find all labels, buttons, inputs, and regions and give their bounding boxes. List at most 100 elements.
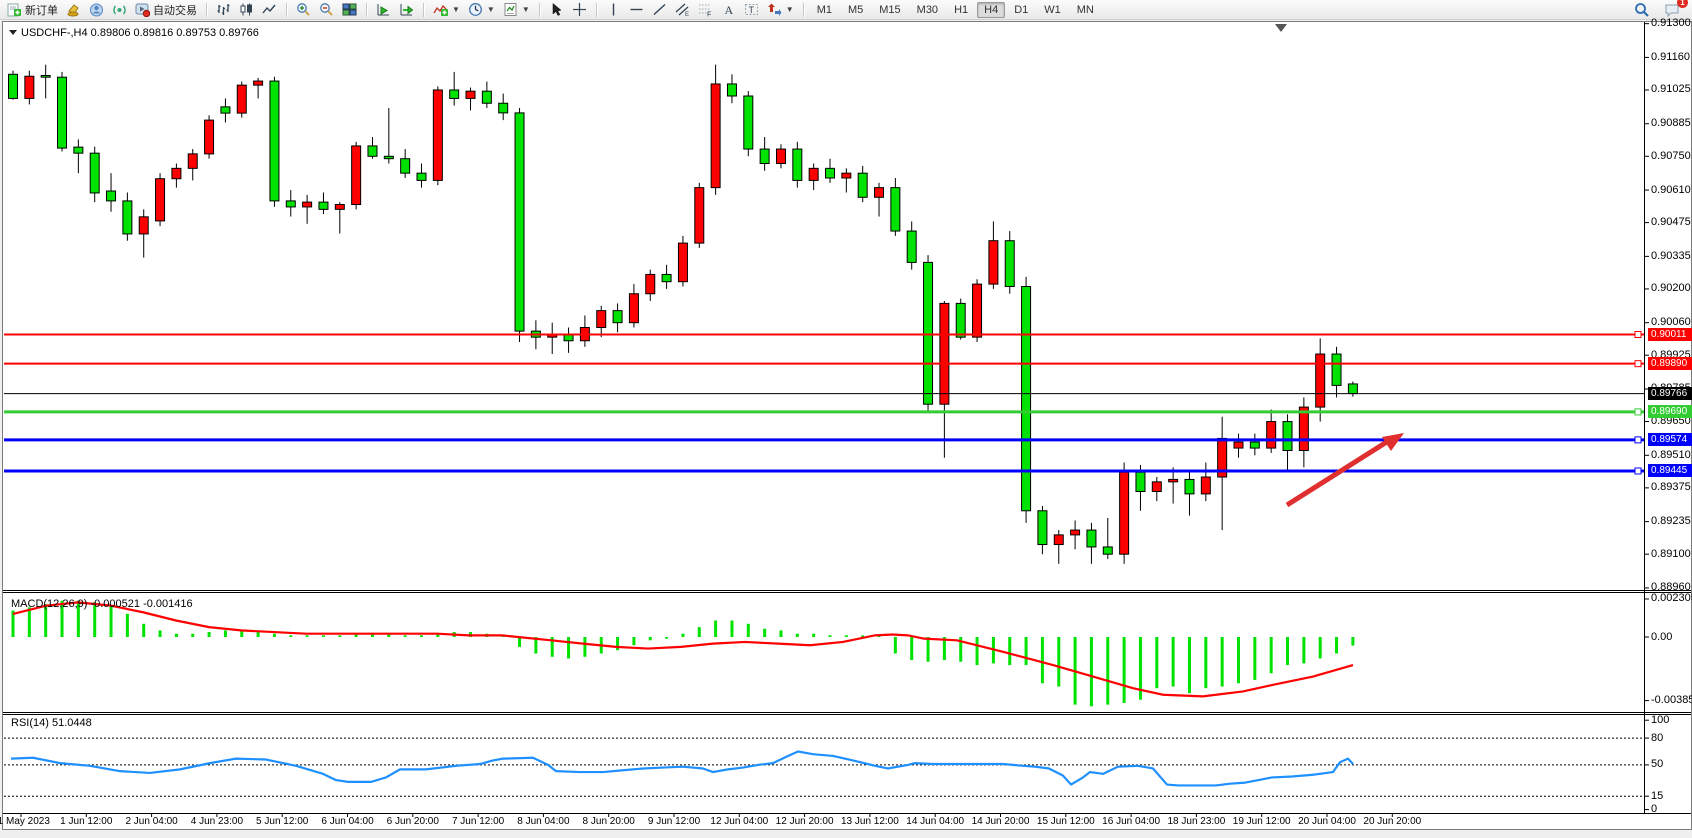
timeframe-m1-button[interactable]: M1 bbox=[816, 3, 832, 16]
macd-histogram-bar bbox=[893, 637, 897, 654]
time-axis-label: 5 Jun 12:00 bbox=[256, 816, 309, 827]
toolbar-group bbox=[209, 0, 284, 19]
indicators-button[interactable]: ▼ bbox=[429, 0, 464, 19]
macd-histogram-bar bbox=[387, 633, 391, 637]
text-button[interactable]: A bbox=[717, 0, 740, 19]
line-end-handle[interactable] bbox=[1634, 408, 1642, 416]
candle bbox=[1233, 433, 1244, 458]
macd-histogram-bar bbox=[714, 620, 718, 637]
candle bbox=[383, 108, 394, 164]
candle bbox=[285, 190, 296, 217]
channel-button[interactable]: E bbox=[671, 0, 694, 19]
line-end-handle[interactable] bbox=[1634, 436, 1642, 444]
line-chart-button[interactable] bbox=[258, 0, 281, 19]
timeframe-d1-button[interactable]: D1 bbox=[1014, 3, 1029, 16]
auto-scroll-button[interactable] bbox=[372, 0, 395, 19]
signals-button[interactable] bbox=[108, 0, 131, 19]
macd-histogram-bar bbox=[632, 637, 636, 646]
label-button[interactable]: T bbox=[740, 0, 763, 19]
fibonacci-button[interactable]: F bbox=[694, 0, 717, 19]
price-line-label: 0.89890 bbox=[1648, 357, 1692, 371]
new-order-button[interactable]: 新订单 bbox=[3, 0, 62, 20]
toolbar-group bbox=[542, 0, 594, 19]
macd-histogram-bar bbox=[1008, 637, 1012, 666]
community-button[interactable] bbox=[85, 0, 108, 19]
macd-histogram-bar bbox=[1302, 637, 1306, 664]
time-axis-label: 12 Jun 04:00 bbox=[710, 816, 769, 827]
candle bbox=[1168, 467, 1179, 504]
chart-shift-marker-icon[interactable] bbox=[1275, 24, 1287, 32]
candle-chart-icon bbox=[239, 2, 254, 17]
chevron-down-icon[interactable]: ▼ bbox=[785, 5, 794, 14]
candle bbox=[498, 93, 509, 121]
shapes-button[interactable]: ▼ bbox=[763, 0, 798, 19]
bar-chart-button[interactable] bbox=[212, 0, 235, 19]
styles-button[interactable] bbox=[62, 0, 85, 19]
chart-canvas[interactable] bbox=[3, 22, 1691, 829]
candle bbox=[874, 182, 885, 217]
hline-button[interactable] bbox=[625, 0, 648, 19]
chart-background[interactable] bbox=[3, 22, 1691, 829]
macd-histogram-bar bbox=[1187, 637, 1191, 694]
main-toolbar: 新订单 自动交易 ▼ ▼ ▼ E F A T ▼ M1 M5 M15 M30 H1 H4 D1 W1 MN 1 bbox=[0, 0, 1692, 20]
macd-axis-label: 0.002305 bbox=[1651, 592, 1692, 605]
price-line-label: 0.89445 bbox=[1648, 464, 1692, 478]
notification-badge: 1 bbox=[1677, 0, 1688, 8]
candle bbox=[465, 87, 476, 111]
macd-histogram-bar bbox=[223, 630, 227, 637]
price-axis-label: 0.88960 bbox=[1651, 581, 1691, 594]
macd-histogram-bar bbox=[812, 633, 816, 637]
chat-button[interactable]: 1 bbox=[1660, 0, 1688, 20]
autotrading-button[interactable]: 自动交易 bbox=[131, 0, 201, 20]
macd-histogram-bar bbox=[207, 632, 211, 637]
macd-histogram-bar bbox=[1024, 637, 1028, 666]
timeframe-w1-button[interactable]: W1 bbox=[1044, 3, 1061, 16]
chart-title-caret-icon[interactable] bbox=[9, 30, 17, 35]
chevron-down-icon[interactable]: ▼ bbox=[486, 5, 495, 14]
candle bbox=[988, 221, 999, 289]
line-end-handle[interactable] bbox=[1634, 360, 1642, 368]
zoom-out-button[interactable] bbox=[315, 0, 338, 19]
line-end-handle[interactable] bbox=[1634, 331, 1642, 338]
timeframe-h1-button[interactable]: H1 bbox=[954, 3, 969, 16]
toolbar-separator bbox=[595, 2, 597, 17]
templates-icon bbox=[503, 2, 518, 17]
zoom-in-button[interactable] bbox=[292, 0, 315, 19]
chart-shift-button[interactable] bbox=[395, 0, 418, 19]
chevron-down-icon[interactable]: ▼ bbox=[452, 5, 460, 14]
zoom-out-icon bbox=[319, 2, 334, 17]
chart-window[interactable]: USDCHF-,H4 0.89806 0.89816 0.89753 0.897… bbox=[0, 17, 1692, 830]
candle bbox=[677, 235, 688, 287]
candle bbox=[481, 81, 492, 109]
price-axis-label: 0.90610 bbox=[1651, 183, 1691, 196]
candle bbox=[661, 264, 672, 289]
timeframe-m5-button[interactable]: M5 bbox=[847, 3, 864, 16]
vline-button[interactable] bbox=[602, 0, 625, 19]
search-button[interactable] bbox=[1630, 0, 1654, 20]
line-chart-icon bbox=[262, 2, 277, 17]
new-order-icon bbox=[7, 2, 22, 17]
trend-arrow-object[interactable] bbox=[1285, 433, 1404, 508]
templates-button[interactable]: ▼ bbox=[499, 0, 534, 19]
candle bbox=[628, 284, 639, 328]
timeframe-m30-button[interactable]: M30 bbox=[916, 3, 939, 16]
bar-chart-icon bbox=[216, 2, 231, 17]
chevron-down-icon[interactable]: ▼ bbox=[521, 5, 530, 14]
crosshair-button[interactable] bbox=[568, 0, 591, 19]
periods-button[interactable]: ▼ bbox=[464, 0, 499, 19]
macd-histogram-bar bbox=[763, 628, 767, 637]
trendline-button[interactable] bbox=[648, 0, 671, 19]
timeframe-h4-button[interactable]: H4 bbox=[977, 1, 1006, 18]
timeframe-m15-button[interactable]: M15 bbox=[879, 3, 901, 16]
candle bbox=[759, 136, 770, 171]
candle bbox=[743, 91, 754, 157]
timeframe-mn-button[interactable]: MN bbox=[1076, 3, 1094, 16]
time-axis-label: 6 Jun 20:00 bbox=[386, 816, 439, 827]
tile-windows-button[interactable] bbox=[338, 0, 361, 19]
candle-chart-button[interactable] bbox=[235, 0, 258, 19]
cursor-button[interactable] bbox=[545, 0, 568, 19]
line-end-handle[interactable] bbox=[1634, 467, 1642, 475]
channel-icon: E bbox=[675, 2, 690, 17]
crosshair-icon bbox=[572, 2, 587, 17]
macd-histogram-bar bbox=[730, 620, 734, 637]
